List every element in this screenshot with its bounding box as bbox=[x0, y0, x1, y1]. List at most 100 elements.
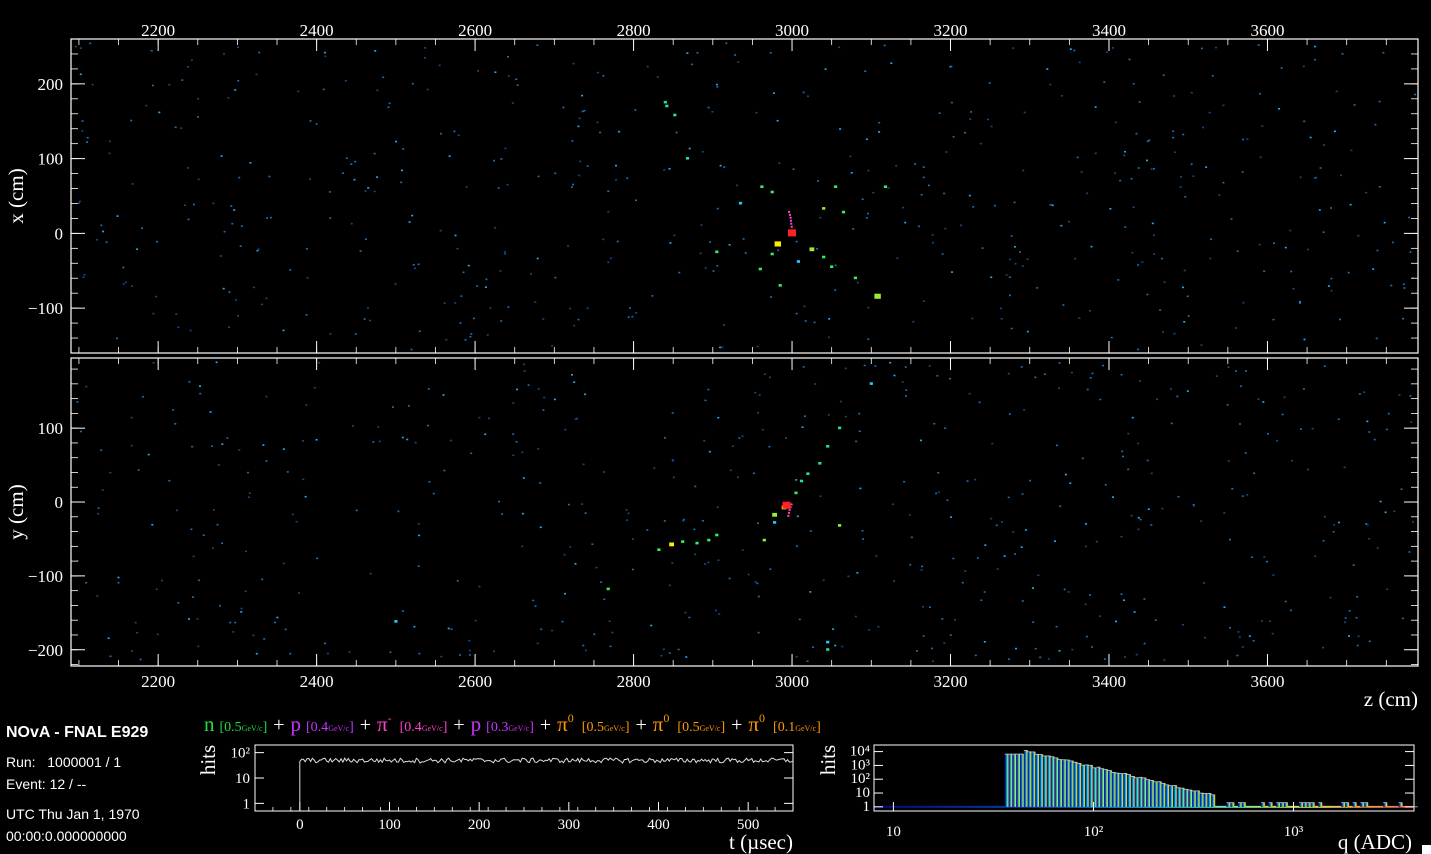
noise-hit bbox=[1161, 331, 1164, 333]
noise-hit bbox=[917, 225, 920, 228]
noise-hit bbox=[109, 471, 112, 474]
noise-hit bbox=[1179, 186, 1182, 188]
noise-hit bbox=[1078, 317, 1081, 319]
noise-hit bbox=[1037, 574, 1040, 577]
particle-unit: GeV/c bbox=[328, 724, 349, 733]
noise-hit bbox=[1103, 81, 1106, 83]
noise-hit bbox=[582, 463, 585, 466]
noise-hit bbox=[79, 73, 82, 76]
noise-hit bbox=[1059, 505, 1062, 507]
noise-hit bbox=[974, 654, 977, 657]
noise-hit bbox=[584, 649, 587, 652]
noise-hit bbox=[318, 361, 321, 364]
event-hit bbox=[695, 541, 699, 545]
noise-hit bbox=[950, 65, 953, 68]
noise-hit bbox=[701, 520, 704, 522]
noise-hit bbox=[515, 441, 518, 443]
noise-hit bbox=[844, 367, 847, 370]
noise-hit bbox=[192, 596, 194, 598]
charge-bin bbox=[1192, 791, 1197, 807]
y-tick-label: −100 bbox=[28, 299, 63, 318]
charge-bin bbox=[1062, 759, 1067, 807]
noise-hit bbox=[345, 157, 348, 159]
noise-hit bbox=[1260, 620, 1263, 622]
noise-hit bbox=[1376, 547, 1379, 549]
charge-bin bbox=[1276, 802, 1281, 807]
particle-unit: GeV/c bbox=[242, 724, 263, 733]
noise-hit bbox=[777, 249, 780, 252]
noise-hit bbox=[543, 396, 546, 399]
particle-symbol: n bbox=[204, 712, 215, 736]
noise-hit bbox=[187, 66, 189, 68]
noise-hit bbox=[795, 312, 798, 315]
noise-hit bbox=[1226, 404, 1229, 406]
noise-hit bbox=[1272, 318, 1275, 321]
charge-bin bbox=[1150, 780, 1155, 807]
noise-hit bbox=[1141, 261, 1144, 263]
noise-hit bbox=[504, 147, 507, 150]
noise-hit bbox=[1378, 100, 1381, 103]
noise-hit bbox=[1303, 120, 1306, 123]
noise-hit bbox=[1146, 140, 1149, 143]
noise-hit bbox=[1137, 442, 1140, 445]
charge-bin bbox=[1004, 754, 1009, 807]
noise-hit bbox=[757, 595, 760, 598]
noise-hit bbox=[1010, 327, 1013, 330]
noise-hit bbox=[564, 428, 567, 431]
noise-hit bbox=[1335, 90, 1338, 93]
noise-hit bbox=[130, 285, 133, 287]
noise-hit bbox=[418, 652, 421, 655]
noise-hit bbox=[469, 335, 472, 338]
noise-hit bbox=[1229, 627, 1231, 629]
noise-hit bbox=[949, 377, 951, 380]
event-hit bbox=[760, 185, 764, 188]
noise-hit bbox=[754, 391, 757, 394]
noise-hit bbox=[532, 599, 535, 602]
x-tick-label: 100 bbox=[378, 817, 401, 833]
noise-hit bbox=[1127, 432, 1130, 435]
event-hit bbox=[673, 113, 677, 117]
noise-hit bbox=[536, 44, 539, 46]
noise-hit bbox=[571, 140, 574, 142]
noise-hit bbox=[1080, 171, 1083, 173]
noise-hit bbox=[859, 487, 862, 490]
noise-hit bbox=[96, 595, 99, 597]
noise-hit bbox=[1012, 531, 1015, 533]
noise-hit bbox=[688, 147, 691, 150]
noise-hit bbox=[197, 645, 200, 648]
noise-hit bbox=[1315, 176, 1318, 179]
noise-hit bbox=[712, 270, 715, 272]
noise-hit bbox=[1007, 496, 1010, 499]
noise-hit bbox=[540, 628, 543, 631]
time-hist-axes: 0 100 200 300 400 500 1 10 10² bbox=[231, 746, 794, 833]
noise-hit bbox=[326, 652, 329, 655]
noise-hit bbox=[1340, 174, 1342, 177]
charge-bin bbox=[1238, 802, 1243, 807]
noise-hit bbox=[1128, 58, 1131, 61]
noise-hit bbox=[247, 496, 250, 498]
noise-hit bbox=[893, 374, 896, 377]
charge-bin bbox=[1283, 802, 1289, 807]
y-tick-label: 10³ bbox=[851, 757, 871, 773]
noise-hit bbox=[1337, 521, 1340, 524]
charge-bin bbox=[1065, 760, 1071, 807]
noise-hit bbox=[125, 281, 128, 284]
charge-bin bbox=[1077, 763, 1082, 807]
noise-hit bbox=[230, 205, 233, 207]
noise-hit bbox=[1238, 636, 1241, 638]
noise-hit bbox=[704, 563, 707, 565]
noise-hit bbox=[1132, 206, 1135, 208]
noise-hit bbox=[1119, 179, 1122, 182]
noise-hit bbox=[1334, 130, 1336, 133]
noise-hit bbox=[1008, 413, 1011, 415]
y-tick-label: 10 bbox=[855, 785, 870, 801]
noise-hit bbox=[85, 385, 88, 388]
particle-energy: [0.3 bbox=[486, 720, 508, 735]
noise-hit bbox=[686, 52, 689, 54]
noise-hit bbox=[572, 183, 574, 186]
noise-hit bbox=[1209, 257, 1212, 260]
noise-hit bbox=[1182, 286, 1184, 289]
noise-hit bbox=[1130, 177, 1133, 180]
noise-hit bbox=[563, 553, 566, 556]
yz-frame bbox=[70, 357, 1419, 667]
